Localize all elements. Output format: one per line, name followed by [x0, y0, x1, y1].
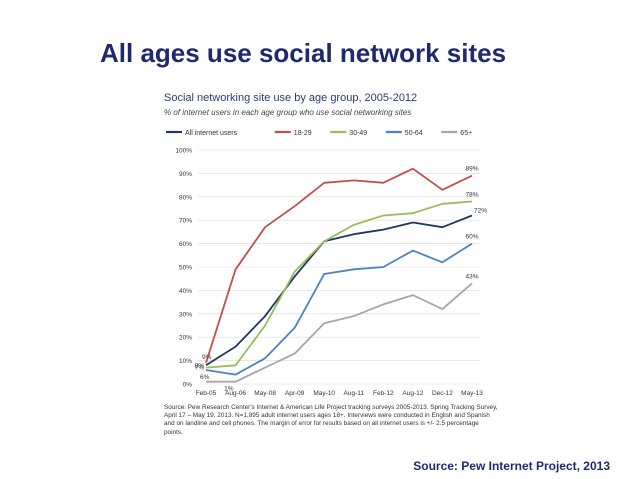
x-tick-label: Aug-11 [344, 390, 365, 397]
x-tick-label: Aug-06 [225, 390, 246, 397]
x-tick-label: Feb-05 [196, 390, 217, 397]
legend-label: All internet users [185, 130, 238, 137]
chart-source-note: Source: Pew Research Center's Internet &… [164, 404, 498, 436]
y-tick-label: 100% [175, 148, 192, 155]
slide-title: All ages use social network sites [100, 38, 507, 68]
chart-figure: Social networking site use by age group,… [160, 88, 503, 440]
data-label: 8% [195, 362, 205, 369]
y-tick-label: 20% [179, 335, 192, 342]
legend-label: 30-49 [349, 130, 367, 137]
data-label: 7% [195, 365, 205, 372]
data-label: 89% [465, 166, 478, 173]
data-label: 60% [465, 234, 478, 241]
x-tick-label: Dec-12 [432, 390, 453, 397]
x-tick-label: May-13 [461, 390, 483, 397]
y-tick-label: 40% [179, 288, 192, 295]
series-line-all-internet-users [205, 214, 473, 367]
x-tick-label: May-10 [313, 390, 335, 397]
y-tick-label: 0% [183, 382, 193, 389]
y-tick-label: 90% [179, 171, 192, 178]
legend-label: 50-64 [405, 130, 423, 137]
line-chart: All internet users 18-29 30-49 50-64 65+ 0% 10… [166, 130, 487, 397]
x-tick-label: May-08 [254, 390, 276, 397]
series-line-65- [206, 282, 473, 383]
data-label: 72% [474, 208, 487, 215]
y-tick-label: 30% [179, 311, 192, 318]
chart-subtitle: % of internet users in each age group wh… [164, 108, 412, 117]
x-tick-label: Apr-09 [285, 390, 305, 397]
chart-title: Social networking site use by age group,… [164, 92, 418, 104]
legend-label: 65+ [460, 130, 472, 137]
y-tick-label: 60% [179, 241, 192, 248]
data-label: 1% [224, 386, 234, 393]
x-tick-label: Aug-12 [402, 390, 423, 397]
y-tick-label: 10% [179, 358, 192, 365]
series-line-18-29 [205, 167, 473, 364]
series-line-50-64 [205, 242, 473, 376]
series-line-30-49 [205, 200, 473, 369]
x-tick-label: Feb-12 [373, 390, 394, 397]
data-label: 6% [200, 374, 210, 381]
data-label: 9% [202, 354, 212, 361]
y-tick-label: 80% [179, 194, 192, 201]
data-label: 43% [465, 273, 478, 280]
y-tick-label: 50% [179, 265, 192, 272]
y-tick-label: 70% [179, 218, 192, 225]
legend-label: 18-29 [294, 130, 312, 137]
slide-footer-source: Source: Pew Internet Project, 2013 [413, 459, 610, 473]
data-label: 78% [465, 191, 478, 198]
